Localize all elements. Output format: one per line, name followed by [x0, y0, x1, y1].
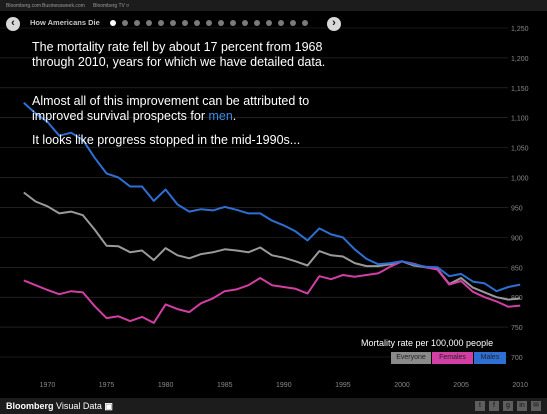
x-tick-label: 2005: [453, 382, 469, 389]
series-line-males: [23, 102, 521, 293]
y-tick-label: 1,000: [511, 176, 529, 183]
slide-dot[interactable]: [146, 20, 152, 26]
x-tick-label: 2010: [512, 382, 528, 389]
slide-dot[interactable]: [290, 20, 296, 26]
narrative-paragraph-2: Almost all of this improvement can be at…: [32, 94, 332, 123]
x-tick-label: 1985: [217, 382, 233, 389]
linkedin-icon[interactable]: in: [517, 401, 527, 411]
twitter-icon[interactable]: t: [475, 401, 485, 411]
google-plus-icon[interactable]: g: [503, 401, 513, 411]
narrative-paragraph-1: The mortality rate fell by about 17 perc…: [32, 40, 326, 69]
chart-icon: ▣: [104, 401, 113, 411]
men-highlight-link[interactable]: men: [208, 108, 233, 123]
narrative-text: Almost all of this improvement can be at…: [32, 94, 310, 123]
slide-dot[interactable]: [122, 20, 128, 26]
legend-females-button[interactable]: Females: [432, 352, 473, 364]
x-tick-label: 1995: [335, 382, 351, 389]
top-link-bloomberg[interactable]: Bloomberg.com: [6, 3, 42, 9]
footer-bar: Bloomberg Visual Data ▣ t f g in ✉: [0, 398, 547, 414]
next-slide-button[interactable]: ›: [327, 17, 341, 31]
series-line-everyone: [23, 191, 521, 301]
email-icon[interactable]: ✉: [531, 401, 541, 411]
story-title: How Americans Die: [30, 18, 100, 27]
slide-dot[interactable]: [230, 20, 236, 26]
chart-caption: Mortality rate per 100,000 people: [361, 338, 494, 348]
chevron-left-icon: ‹: [11, 17, 15, 29]
y-tick-label: 700: [511, 355, 523, 362]
facebook-icon[interactable]: f: [489, 401, 499, 411]
legend-males-button[interactable]: Males: [474, 352, 506, 364]
brand-sub: Visual Data: [53, 401, 102, 411]
y-tick-label: 1,050: [511, 146, 529, 153]
x-tick-label: 2000: [394, 382, 410, 389]
x-tick-label: 1975: [99, 382, 115, 389]
y-tick-label: 750: [511, 325, 523, 332]
slide-dot[interactable]: [170, 20, 176, 26]
y-tick-label: 1,100: [511, 116, 529, 123]
y-tick-label: 850: [511, 265, 523, 272]
narrative-paragraph-3: It looks like progress stopped in the mi…: [32, 133, 301, 147]
previous-slide-button[interactable]: ‹: [6, 17, 20, 31]
y-tick-label: 900: [511, 235, 523, 242]
chevron-right-icon: ›: [332, 17, 336, 29]
slide-dot[interactable]: [158, 20, 164, 26]
slide-dot[interactable]: [218, 20, 224, 26]
footer-brand: Bloomberg Visual Data ▣: [6, 401, 113, 412]
brand-name: Bloomberg: [6, 401, 54, 411]
slide-dot[interactable]: [242, 20, 248, 26]
slide-dot[interactable]: [302, 20, 308, 26]
x-tick-label: 1970: [40, 382, 56, 389]
slide-dot[interactable]: [266, 20, 272, 26]
slide-dot[interactable]: [254, 20, 260, 26]
y-tick-label: 1,200: [511, 56, 529, 63]
series-line-females: [23, 260, 521, 324]
slide-dot[interactable]: [194, 20, 200, 26]
slide-dot[interactable]: [278, 20, 284, 26]
y-tick-label: 1,250: [511, 26, 529, 33]
slide-dot[interactable]: [182, 20, 188, 26]
slide-dot[interactable]: [134, 20, 140, 26]
top-link-bloombergtv[interactable]: Bloomberg TV ¤: [93, 3, 130, 9]
slide-dot[interactable]: [206, 20, 212, 26]
top-bar: Bloomberg.com Businessweek.com Bloomberg…: [0, 0, 547, 11]
y-tick-label: 1,150: [511, 86, 529, 93]
top-link-businessweek[interactable]: Businessweek.com: [42, 3, 85, 9]
x-tick-label: 1990: [276, 382, 292, 389]
legend-everyone-button[interactable]: Everyone: [391, 352, 431, 364]
narrative-text-end: .: [232, 108, 237, 123]
slide-dot[interactable]: [110, 20, 116, 26]
x-tick-label: 1980: [158, 382, 174, 389]
y-tick-label: 950: [511, 205, 523, 212]
